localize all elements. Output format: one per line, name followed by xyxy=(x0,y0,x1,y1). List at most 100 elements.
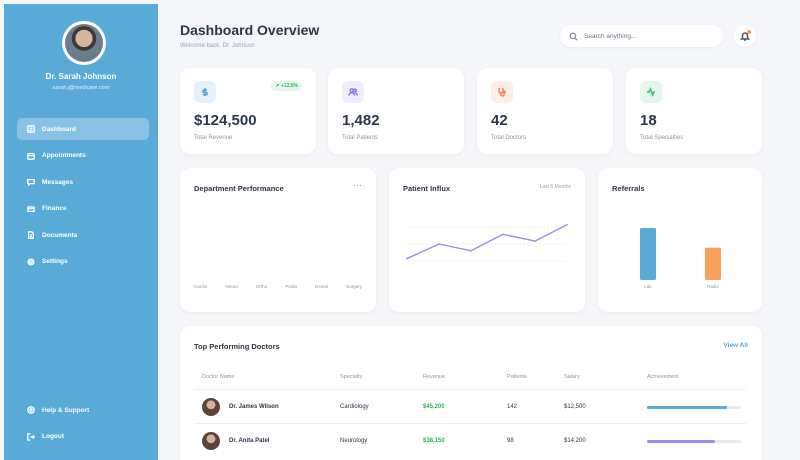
doctor-revenue: $38,150 xyxy=(423,438,445,444)
document-icon xyxy=(27,231,35,239)
search-icon xyxy=(569,31,578,41)
column-header[interactable]: Achievement xyxy=(647,374,679,380)
doctor-specialty: Cardiology xyxy=(340,404,369,410)
dept-label: Dental xyxy=(315,284,329,289)
influx-point xyxy=(470,250,472,252)
dashboard-icon xyxy=(27,125,35,133)
referral-bar-label: Lab xyxy=(644,284,652,289)
stat-card-revenue[interactable]: ↗ +12.5% $124,500 Total Revenue xyxy=(180,68,316,154)
sidebar-item-label: Documents xyxy=(42,231,78,239)
column-header[interactable]: Revenue xyxy=(423,374,446,380)
sidebar-item-help[interactable]: Help & Support xyxy=(17,399,149,421)
achievement-bar xyxy=(647,406,741,409)
top-doctors-card: Top Performing Doctors View All Doctor N… xyxy=(180,326,762,460)
influx-point xyxy=(438,243,440,245)
column-header[interactable]: Salary xyxy=(564,374,580,380)
influx-series-line xyxy=(406,223,568,260)
page-subtitle: Welcome back, Dr. Johnson xyxy=(180,43,255,49)
achievement-bar xyxy=(647,440,741,443)
gear-icon xyxy=(27,257,35,266)
dept-label: Ortho xyxy=(255,284,268,289)
doctor-revenue: $45,200 xyxy=(423,404,445,410)
doctor-patients: 142 xyxy=(507,404,518,410)
sidebar-item-documents[interactable]: Documents xyxy=(17,224,149,246)
more-options-icon[interactable]: ··· xyxy=(353,180,362,190)
referral-bar xyxy=(705,247,721,280)
logout-icon xyxy=(27,432,35,441)
stat-card-doctors[interactable]: 42 Total Doctors xyxy=(477,68,613,154)
search-input[interactable] xyxy=(584,32,714,40)
sidebar-item-messages[interactable]: Messages xyxy=(17,171,149,193)
divider xyxy=(194,423,746,424)
stat-value: $124,500 xyxy=(194,112,257,129)
sidebar-item-appointments[interactable]: Appointments xyxy=(17,145,149,167)
help-icon xyxy=(27,406,35,414)
stat-icon-box xyxy=(491,81,513,103)
divider xyxy=(194,389,746,390)
doctor-specialty: Neurology xyxy=(340,438,368,444)
department-performance-card: Department Performance ··· Cardio Neuro … xyxy=(180,168,376,312)
table-row[interactable]: Dr. Anita Patel Neurology $38,150 98 $14… xyxy=(180,426,762,456)
doctor-salary: $12,500 xyxy=(564,404,586,410)
table-row[interactable]: Dr. James Wilson Cardiology $45,200 142 … xyxy=(180,392,762,422)
achievement-fill xyxy=(647,406,727,409)
department-labels: Cardio Neuro Ortho Pedia Dental Surgery xyxy=(194,284,362,289)
column-header[interactable]: Doctor Name xyxy=(202,374,235,380)
column-header[interactable]: Specialty xyxy=(340,374,363,380)
activity-icon xyxy=(647,87,655,97)
sidebar-item-finance[interactable]: Finance xyxy=(17,198,149,220)
stat-icon-box xyxy=(194,81,216,103)
dept-label: Cardio xyxy=(194,284,208,289)
sidebar-item-label: Settings xyxy=(42,258,68,265)
column-header[interactable]: Patients xyxy=(507,374,527,380)
users-icon xyxy=(348,88,358,96)
sidebar-item-label: Finance xyxy=(42,205,67,212)
influx-point xyxy=(566,223,568,226)
stat-value: 1,482 xyxy=(342,112,380,129)
card-title: Department Performance xyxy=(194,184,284,193)
dept-label: Neuro xyxy=(225,284,238,289)
notification-dot xyxy=(747,30,751,34)
calendar-icon xyxy=(27,152,35,160)
sidebar-item-dashboard[interactable]: Dashboard xyxy=(17,118,149,140)
patient-influx-card: Patient Influx Last 6 Months xyxy=(389,168,585,312)
sidebar-item-label: Messages xyxy=(42,178,74,186)
stat-value: 18 xyxy=(640,112,657,129)
doctor-avatar xyxy=(202,432,220,450)
sidebar: Dr. Sarah Johnson sarah.j@medicare.com D… xyxy=(4,4,158,460)
influx-point xyxy=(406,257,408,260)
user-email: sarah.j@medicare.com xyxy=(52,85,110,91)
stethoscope-icon xyxy=(498,88,506,97)
sidebar-item-settings[interactable]: Settings xyxy=(17,251,149,273)
referral-bar-label: Radio xyxy=(707,284,719,289)
sidebar-item-logout[interactable]: Logout xyxy=(17,426,149,448)
doctor-avatar xyxy=(202,398,220,416)
trend-badge: ↗ +12.5% xyxy=(271,81,302,91)
referrals-chart xyxy=(640,228,721,280)
user-avatar[interactable] xyxy=(62,21,106,65)
stat-card-patients[interactable]: 1,482 Total Patients xyxy=(328,68,464,154)
referrals-card: Referrals Lab Radio xyxy=(598,168,762,312)
influx-point xyxy=(534,240,536,242)
sidebar-item-label: Logout xyxy=(42,433,65,440)
doctor-name: Dr. James Wilson xyxy=(229,404,279,410)
sidebar-bottom-nav: Help & Support Logout xyxy=(17,399,149,452)
trend-up-icon: ↗ xyxy=(275,83,281,89)
view-all-link[interactable]: View All xyxy=(723,342,748,349)
stat-value: 42 xyxy=(491,112,508,129)
dept-label: Surgery xyxy=(346,284,362,289)
stat-label: Total Patients xyxy=(342,135,379,141)
period-label: Last 6 Months xyxy=(539,184,571,190)
card-title: Top Performing Doctors xyxy=(194,342,280,351)
stat-icon-box xyxy=(640,81,662,103)
stat-card-specialties[interactable]: 18 Total Specialties xyxy=(626,68,762,154)
card-title: Patient Influx xyxy=(403,184,451,193)
achievement-fill xyxy=(647,440,715,443)
sidebar-nav: Dashboard Appointments Messages Finance … xyxy=(17,118,149,277)
dollar-icon xyxy=(202,88,208,96)
search-bar[interactable] xyxy=(560,25,723,47)
message-icon xyxy=(27,178,35,186)
sidebar-item-label: Appointments xyxy=(42,152,86,159)
notifications-button[interactable] xyxy=(734,25,756,47)
referral-bar xyxy=(640,228,656,280)
